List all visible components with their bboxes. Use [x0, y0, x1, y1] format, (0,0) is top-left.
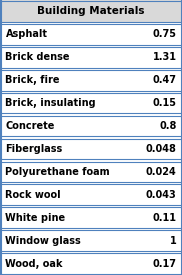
- Bar: [0, 23, 182, 46]
- Text: 0.17: 0.17: [153, 258, 177, 269]
- Text: Brick, fire: Brick, fire: [5, 75, 60, 85]
- Bar: [0, 206, 182, 229]
- Text: Rock wool: Rock wool: [5, 190, 61, 200]
- Text: 0.024: 0.024: [146, 167, 177, 177]
- Text: Brick, insulating: Brick, insulating: [5, 98, 96, 108]
- Bar: [0, 92, 182, 115]
- Bar: [0, 138, 182, 160]
- Text: 0.15: 0.15: [153, 98, 177, 108]
- Text: 0.11: 0.11: [153, 213, 177, 223]
- Bar: [0, 46, 182, 69]
- Text: Polyurethane foam: Polyurethane foam: [5, 167, 110, 177]
- Text: Concrete: Concrete: [5, 121, 55, 131]
- Text: Brick dense: Brick dense: [5, 52, 70, 62]
- Text: Building Materials: Building Materials: [37, 6, 145, 16]
- Bar: [0, 115, 182, 138]
- Text: 1: 1: [170, 236, 177, 246]
- Bar: [0, 69, 182, 92]
- Text: 0.47: 0.47: [153, 75, 177, 85]
- Text: 0.043: 0.043: [146, 190, 177, 200]
- Text: Window glass: Window glass: [5, 236, 81, 246]
- Bar: [0, 0, 182, 23]
- Text: Wood, oak: Wood, oak: [5, 258, 63, 269]
- Bar: [0, 229, 182, 252]
- Text: Fiberglass: Fiberglass: [5, 144, 63, 154]
- Text: White pine: White pine: [5, 213, 66, 223]
- Bar: [0, 183, 182, 206]
- Text: 0.8: 0.8: [159, 121, 177, 131]
- Text: 1.31: 1.31: [153, 52, 177, 62]
- Text: 0.75: 0.75: [153, 29, 177, 39]
- Bar: [0, 252, 182, 275]
- Text: 0.048: 0.048: [146, 144, 177, 154]
- Bar: [0, 160, 182, 183]
- Text: Asphalt: Asphalt: [5, 29, 48, 39]
